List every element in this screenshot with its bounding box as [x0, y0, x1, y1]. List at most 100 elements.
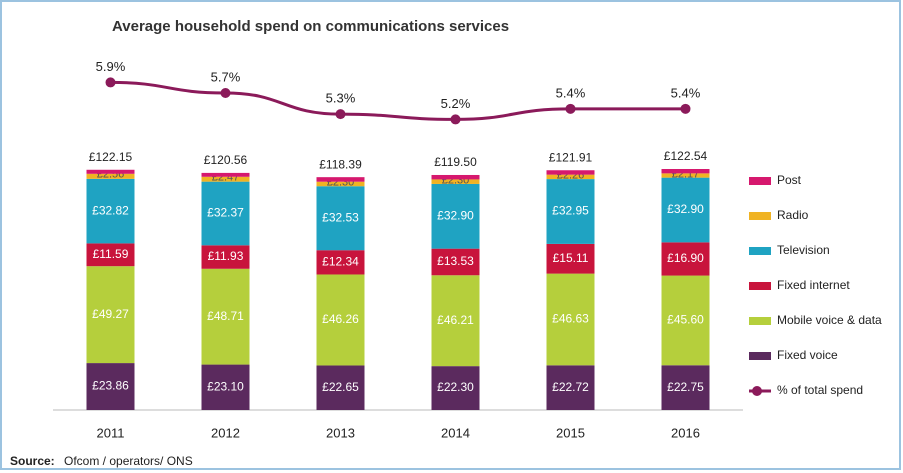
- segment-label: £16.90: [667, 251, 704, 265]
- segment-label: £45.60: [667, 313, 704, 327]
- segment-label: £32.37: [207, 206, 244, 220]
- segment-label: £49.27: [92, 307, 129, 321]
- bar-segment: [201, 181, 250, 246]
- source: Ofcom / operators/ ONS: [64, 454, 193, 468]
- line-point: [220, 87, 231, 98]
- source-label: Source:: [10, 454, 55, 468]
- bar-segment: [546, 170, 595, 175]
- bar-segment: [661, 173, 710, 178]
- segment-label: £11.93: [208, 249, 244, 263]
- segment-label: £46.63: [552, 312, 589, 326]
- line-point: [565, 103, 576, 114]
- segment-label: £23.10: [207, 379, 244, 393]
- legend-label: Radio: [777, 208, 809, 222]
- bar-segment: [316, 177, 365, 182]
- bar-segment: [546, 179, 595, 244]
- bar-segment: [431, 183, 480, 249]
- bar-segment: [201, 245, 250, 269]
- line-point: [450, 114, 461, 125]
- line-point: [105, 77, 116, 88]
- legend-label: Post: [777, 173, 802, 187]
- segment-label: £32.53: [322, 210, 359, 224]
- legend-swatch: [749, 177, 771, 185]
- bar-segment: [431, 248, 480, 276]
- segment-label: £22.30: [437, 380, 474, 394]
- segment-label: £32.90: [437, 208, 474, 222]
- line-label: 5.7%: [211, 69, 241, 84]
- bar-segment: [546, 243, 595, 274]
- segment-label: £15.11: [553, 251, 589, 265]
- bar-segment: [661, 177, 710, 243]
- x-tick-label: 2014: [441, 425, 470, 440]
- bar-segment: [316, 365, 365, 410]
- bar-segment: [201, 176, 250, 182]
- legend-swatch: [749, 212, 771, 220]
- segment-label: £12.34: [322, 255, 359, 269]
- legend-swatch: [749, 282, 771, 290]
- line-label: 5.9%: [96, 59, 126, 74]
- segment-label: £32.90: [667, 202, 704, 216]
- bar-segment: [546, 174, 595, 180]
- total-label: £120.56: [204, 153, 248, 167]
- segment-label: £48.71: [207, 309, 244, 323]
- segment-label: £46.26: [322, 312, 359, 326]
- bar-segment: [86, 178, 135, 244]
- line: [110, 80, 686, 121]
- x-tick-label: 2012: [211, 425, 240, 440]
- total-label: £118.39: [319, 157, 362, 171]
- legend-label: Fixed internet: [777, 278, 850, 292]
- total-label: £122.54: [664, 149, 708, 163]
- bar-segment: [201, 268, 250, 365]
- bar-segment: [661, 275, 710, 366]
- segment-label: £32.95: [552, 204, 589, 218]
- line-label: 5.4%: [556, 85, 586, 100]
- line-label: 5.2%: [441, 96, 471, 111]
- total-label: £119.50: [434, 155, 477, 169]
- legend-label: Television: [777, 243, 830, 257]
- legend-swatch: [749, 317, 771, 325]
- segment-label: £46.21: [437, 313, 474, 327]
- bar-segment: [431, 366, 480, 410]
- bar-segment: [201, 172, 250, 177]
- line-point: [680, 103, 691, 114]
- bar-segment: [316, 250, 365, 275]
- bar-segment: [86, 363, 135, 410]
- legend-dot: [752, 386, 762, 396]
- bar-segment: [86, 169, 135, 174]
- legend-swatch: [749, 352, 771, 360]
- bar-segment: [316, 274, 365, 366]
- line-point: [335, 109, 346, 120]
- bar-segment: [661, 365, 710, 410]
- bar-segment: [661, 169, 710, 174]
- segment-label: £22.65: [322, 380, 359, 394]
- chart-title: Average household spend on communication…: [112, 18, 509, 35]
- total-label: £121.91: [549, 150, 593, 164]
- legend-label: Fixed voice: [777, 348, 838, 362]
- bar-segment: [661, 242, 710, 276]
- x-tick-label: 2015: [556, 425, 585, 440]
- bar-segment: [431, 179, 480, 184]
- legend-swatch: [749, 247, 771, 255]
- bar-segment: [316, 181, 365, 187]
- bar-segment: [86, 243, 135, 267]
- line-label: 5.4%: [671, 85, 701, 100]
- total-label: £122.15: [89, 150, 133, 164]
- bar-segment: [431, 275, 480, 367]
- bar-segment: [546, 365, 595, 410]
- bar-segment: [316, 186, 365, 251]
- bar-segment: [86, 173, 135, 179]
- segment-label: £13.53: [437, 254, 474, 268]
- legend-label: % of total spend: [777, 383, 863, 397]
- bar-segment: [431, 174, 480, 180]
- x-tick-label: 2011: [97, 425, 125, 440]
- bar-segment: [86, 266, 135, 364]
- bar-segment: [201, 364, 250, 410]
- segment-label: £22.75: [667, 380, 704, 394]
- segment-label: £23.86: [92, 379, 129, 393]
- x-tick-label: 2013: [326, 425, 355, 440]
- segment-label: £11.59: [93, 247, 129, 261]
- segment-label: £32.82: [92, 203, 129, 217]
- bar-segment: [546, 273, 595, 366]
